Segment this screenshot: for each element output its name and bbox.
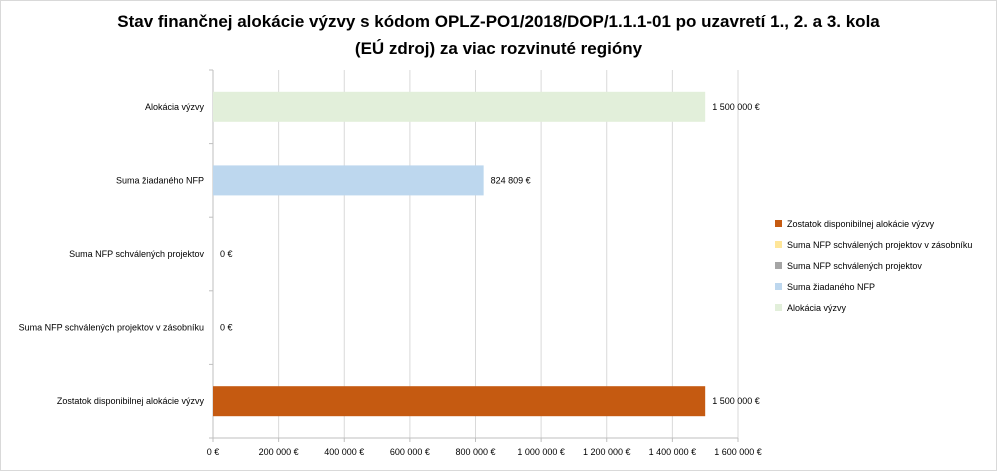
x-tick-label: 600 000 € (390, 447, 430, 457)
data-label: 0 € (220, 249, 233, 259)
chart-legend: Zostatok disponibilnej alokácie výzvy Sum… (775, 213, 972, 318)
legend-label: Suma NFP schválených projektov (787, 260, 922, 271)
legend-swatch (775, 262, 782, 269)
data-label: 1 500 000 € (712, 396, 760, 406)
x-tick-label: 200 000 € (259, 447, 299, 457)
legend-label: Zostatok disponibilnej alokácie výzvy (787, 218, 935, 229)
category-label: Suma žiadaného NFP (116, 175, 204, 185)
legend-item: Zostatok disponibilnej alokácie výzvy (775, 213, 972, 234)
x-tick-label: 800 000 € (455, 447, 495, 457)
x-tick-label: 1 400 000 € (649, 447, 697, 457)
legend-label: Alokácia výzvy (787, 302, 847, 313)
legend-swatch (775, 283, 782, 290)
bar (213, 165, 484, 196)
legend-swatch (775, 220, 782, 227)
legend-item: Suma NFP schválených projektov v zásobní… (775, 234, 972, 255)
x-tick-label: 1 200 000 € (583, 447, 631, 457)
category-label: Alokácia výzvy (145, 102, 205, 112)
data-label: 0 € (220, 323, 233, 333)
x-tick-label: 0 € (207, 447, 220, 457)
chart-title-line1: Stav finančnej alokácie výzvy s kódom OP… (117, 12, 880, 31)
data-label: 824 809 € (491, 175, 531, 185)
bar (213, 91, 706, 122)
legend-item: Suma žiadaného NFP (775, 276, 972, 297)
chart-title-line2: (EÚ zdroj) za viac rozvinuté regióny (354, 39, 643, 58)
legend-label: Suma žiadaného NFP (787, 281, 876, 292)
category-label: Zostatok disponibilnej alokácie výzvy (57, 396, 205, 406)
legend-item: Alokácia výzvy (775, 297, 972, 318)
legend-label: Suma NFP schválených projektov v zásobní… (787, 239, 973, 250)
data-label: 1 500 000 € (712, 102, 760, 112)
chart-title: Stav finančnej alokácie výzvy s kódom OP… (0, 8, 997, 62)
legend-swatch (775, 241, 782, 248)
category-label: Suma NFP schválených projektov v zásobní… (19, 323, 204, 333)
x-tick-label: 1 600 000 € (714, 447, 762, 457)
legend-swatch (775, 304, 782, 311)
bar (213, 386, 706, 417)
x-tick-label: 400 000 € (324, 447, 364, 457)
category-label: Suma NFP schválených projektov (69, 249, 204, 259)
legend-item: Suma NFP schválených projektov (775, 255, 972, 276)
x-tick-label: 1 000 000 € (517, 447, 565, 457)
